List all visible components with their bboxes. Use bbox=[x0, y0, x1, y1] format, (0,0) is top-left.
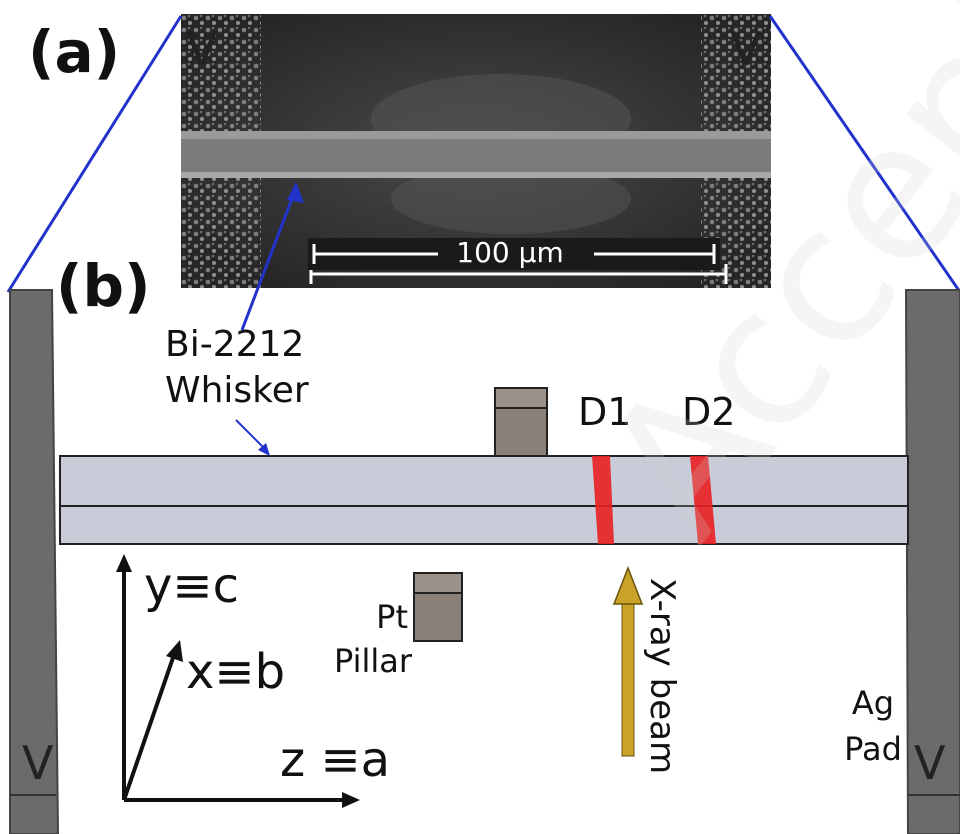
left-ag-pad bbox=[9, 289, 60, 834]
domain-d1 bbox=[592, 456, 614, 544]
voltage-label-top-right: V bbox=[730, 22, 762, 76]
right-ag-pad bbox=[904, 289, 960, 834]
voltage-label-bottom-right: V bbox=[914, 736, 946, 790]
voltage-label-bottom-left: V bbox=[22, 736, 54, 790]
domain-d2 bbox=[690, 456, 716, 544]
pillar-label: Pt bbox=[332, 594, 408, 640]
whisker-bottom-layer bbox=[59, 505, 909, 545]
panel-label-a: (a) bbox=[28, 18, 121, 86]
scale-bar-label: 100 μm bbox=[456, 236, 564, 269]
top-pillar-cap bbox=[494, 387, 548, 409]
z-axis-label: z ≡a bbox=[280, 732, 391, 788]
pt-pillar bbox=[413, 592, 463, 642]
pt-pillar-cap bbox=[413, 572, 463, 594]
y-axis-label: y≡c bbox=[144, 558, 240, 614]
ag-pad-label-line1: Ag bbox=[851, 684, 895, 722]
xray-beam-shaft bbox=[621, 599, 635, 757]
domain-label-d2: D2 bbox=[682, 390, 736, 434]
x-axis-label: x≡b bbox=[186, 644, 286, 700]
panel-label-b: (b) bbox=[56, 252, 151, 320]
xray-beam-label: X-ray beam bbox=[642, 578, 682, 775]
sem-texture bbox=[181, 14, 771, 288]
whisker-pointer-arrow bbox=[240, 187, 298, 331]
voltage-label-top-left: V bbox=[186, 22, 218, 76]
pillar-label-line1: Pt bbox=[376, 598, 408, 636]
whisker-label: Bi-2212 Whisker bbox=[165, 322, 309, 414]
sem-image bbox=[181, 14, 771, 288]
whisker-label-line1: Bi-2212 bbox=[165, 324, 305, 365]
whisker-edge-top bbox=[181, 131, 771, 139]
ag-pad-label: Ag Pad bbox=[838, 680, 908, 772]
ag-pad-label-line2: Pad bbox=[844, 730, 902, 768]
zoom-line-left bbox=[6, 15, 183, 293]
x-axis bbox=[122, 651, 177, 801]
pillar-label-line2: Pillar bbox=[334, 642, 413, 680]
xray-beam-head bbox=[612, 565, 644, 605]
zoom-line-right bbox=[768, 15, 960, 293]
domain-label-d1: D1 bbox=[578, 390, 632, 434]
whisker-top-layer bbox=[59, 455, 909, 507]
sem-whisker bbox=[181, 139, 771, 177]
top-pillar bbox=[494, 407, 548, 457]
whisker-label-line2: Whisker bbox=[165, 370, 309, 411]
scale-bar bbox=[312, 244, 716, 264]
